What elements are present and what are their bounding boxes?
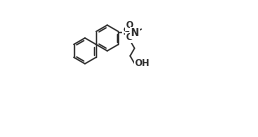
Text: O: O (126, 33, 134, 42)
Text: S: S (123, 27, 130, 37)
Text: O: O (126, 21, 134, 30)
Text: N: N (131, 28, 139, 38)
Text: OH: OH (135, 59, 150, 68)
